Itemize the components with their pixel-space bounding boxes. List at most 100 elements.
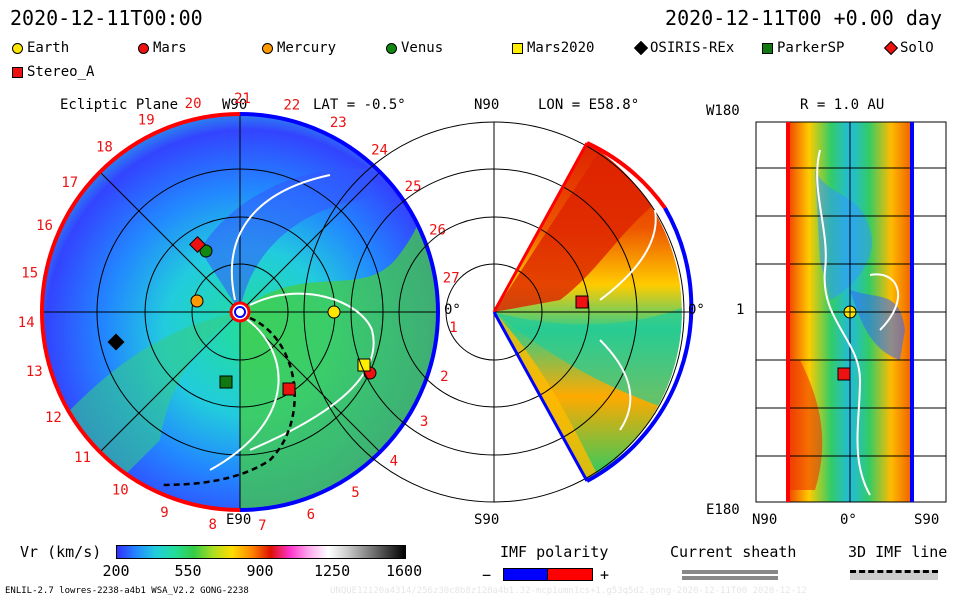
colorbar (116, 545, 406, 559)
legend-item-earth: Earth (12, 40, 69, 56)
colorbar-tick: 1250 (314, 562, 351, 580)
ecliptic-lat-label: LAT = -0.5° (313, 97, 406, 113)
stereo-a-meridional-marker (575, 295, 589, 309)
lonlat-left-label: 1 (736, 302, 745, 318)
legend-item-mars: Mars (138, 40, 187, 56)
lonlat-bottom-label: E180 (706, 502, 740, 518)
colorbar-tick: 200 (102, 562, 130, 580)
legend-item-stereo-a: Stereo_A (12, 64, 94, 80)
square-marker-icon (12, 66, 23, 78)
osiris-rex-marker (107, 333, 125, 351)
hour-label: 10 (112, 482, 129, 498)
meridional-plot (303, 121, 694, 503)
legend-item-mars2020: Mars2020 (512, 40, 594, 56)
legend-item-venus: Venus (386, 40, 443, 56)
circle-marker-icon (138, 42, 149, 54)
slow-wind-region (200, 168, 380, 312)
mercury-marker (190, 294, 204, 308)
legend-label: ParkerSP (777, 40, 845, 56)
legend-label: Mars (153, 40, 187, 56)
meridional-lon-label: LON = E58.8° (538, 97, 640, 113)
hour-label: 14 (18, 315, 35, 331)
hour-label: 15 (21, 265, 38, 281)
current-sheath-title: Current sheath (670, 543, 797, 561)
imf-line-swatch (850, 570, 938, 580)
meridional-top-label: N90 (474, 97, 500, 113)
hour-label: 23 (330, 115, 347, 131)
ecliptic-polarity-positive (40, 112, 241, 512)
ecliptic-title: Ecliptic Plane (60, 97, 179, 113)
earth-marker (327, 305, 341, 319)
lonlat-plot (755, 121, 947, 503)
hour-label: 26 (429, 223, 446, 239)
legend-item-solo: SolO (883, 40, 934, 56)
wind-stream-lower (60, 312, 240, 480)
imf-polarity-title: IMF polarity (500, 543, 609, 561)
legend-item-osiris-rex: OSIRIS-REx (633, 40, 735, 56)
colorbar-tick: 550 (174, 562, 202, 580)
hour-label: 6 (307, 507, 315, 523)
current-sheath-swatch (682, 570, 778, 580)
hour-label: 5 (351, 485, 359, 501)
ecliptic-right-label: 0° (444, 302, 461, 318)
stereo-a-lonlat-marker (837, 367, 851, 381)
footer-right: UNQUE12120a4314/256z30c8b8z128a4b1.32-mc… (330, 586, 807, 596)
ecliptic-field-lines (209, 174, 375, 471)
circle-marker-icon (262, 42, 273, 54)
ecliptic-top-label: W90 (222, 97, 248, 113)
left-timestamp: 2020-12-11T00:00 (10, 6, 203, 30)
hour-label: 3 (420, 414, 428, 430)
hour-label: 9 (160, 505, 168, 521)
hour-label: 1 (449, 320, 457, 336)
legend-item-parkersp: ParkerSP (762, 40, 844, 56)
imf-line-title: 3D IMF line (848, 543, 948, 561)
circle-marker-icon (386, 42, 397, 54)
meridional-right-label: 0° (688, 302, 705, 318)
ecliptic-polarity-negative (239, 112, 440, 512)
hour-label: 19 (138, 113, 155, 129)
hour-label: 13 (26, 364, 43, 380)
solo-marker (189, 236, 206, 253)
parkersp-marker (219, 375, 233, 389)
legend-label: Earth (27, 40, 70, 56)
hour-label: 18 (96, 140, 113, 156)
legend-label: Mercury (277, 40, 337, 56)
square-marker-icon (762, 42, 773, 54)
hour-label: 7 (258, 518, 266, 534)
circle-marker-icon (12, 42, 23, 54)
stereo-a-marker (282, 382, 296, 396)
imf-negative-bar (503, 568, 549, 581)
hour-label: 22 (283, 97, 300, 113)
colorbar-label: Vr (km/s) (20, 543, 102, 561)
legend-label: Mars2020 (527, 40, 595, 56)
hour-label: 17 (61, 175, 78, 191)
3d-imf-line (159, 316, 296, 487)
meridional-field-lines (599, 209, 657, 431)
imf-positive-bar (547, 568, 593, 581)
right-timestamp: 2020-12-11T00 +0.00 day (665, 6, 942, 30)
hour-label: 8 (208, 517, 216, 533)
venus-marker (199, 244, 213, 258)
legend-label: OSIRIS-REx (650, 40, 735, 56)
legend-label: Stereo_A (27, 64, 95, 80)
lonlat-x-label-n90: N90 (752, 512, 778, 528)
colorbar-tick: 1600 (386, 562, 423, 580)
hour-label: 2 (440, 369, 448, 385)
hour-label: 24 (371, 143, 388, 159)
square-marker-icon (512, 42, 523, 54)
imf-minus-label: − (482, 566, 492, 584)
hour-label: 25 (405, 179, 422, 195)
footer-left: ENLIL-2.7 lowres-2238-a4b1 WSA_V2.2 GONG… (5, 586, 249, 596)
hour-label: 12 (45, 410, 62, 426)
lonlat-x-label-0: 0° (840, 512, 857, 528)
ecliptic-bottom-label: E90 (226, 512, 252, 528)
legend-item-mercury: Mercury (262, 40, 336, 56)
hour-label: 4 (390, 454, 398, 470)
meridional-bottom-label: S90 (474, 512, 500, 528)
hour-label: 20 (185, 96, 202, 112)
legend-label: Venus (401, 40, 444, 56)
imf-plus-label: + (600, 566, 610, 584)
hour-label: 16 (36, 218, 53, 234)
